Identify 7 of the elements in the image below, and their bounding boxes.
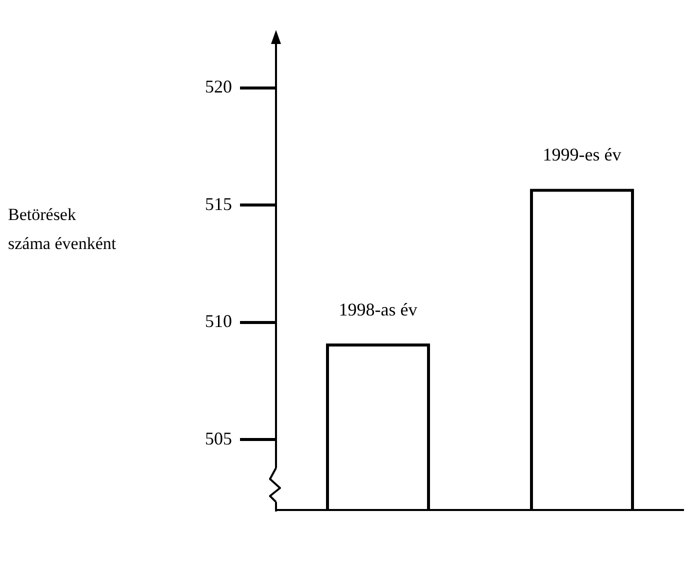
- y-tick-label: 505: [205, 428, 232, 448]
- y-tick-label: 510: [205, 311, 232, 332]
- x-tick-label: 1999-es év: [542, 144, 622, 165]
- y-tick-label: 515: [205, 194, 232, 214]
- text: Betörések száma évenként: [8, 204, 116, 255]
- x-tick-label: 1998-as év: [338, 300, 418, 320]
- y-tick-label: 520: [205, 76, 232, 97]
